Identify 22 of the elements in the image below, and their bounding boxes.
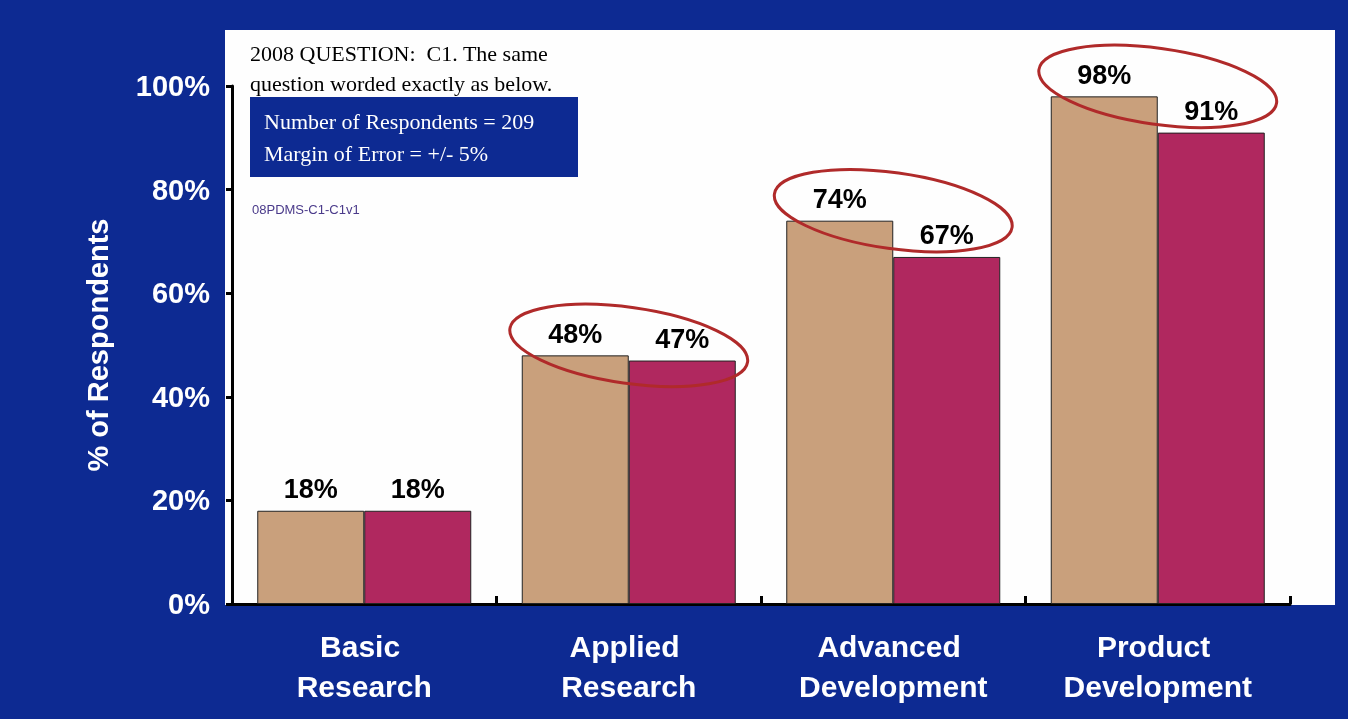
y-axis-title: % of Respondents — [81, 218, 114, 472]
x-tick-label: Applied Research — [561, 629, 697, 703]
annotation: 08PDMS-C1-C1v1 — [252, 202, 360, 217]
data-label: 18% — [283, 474, 338, 505]
x-tick-label: Advanced Development — [799, 629, 988, 703]
y-tick-label: 80% — [151, 173, 211, 206]
y-tick-label: 40% — [151, 380, 211, 413]
data-label: 74% — [812, 184, 867, 215]
y-tick-label: 0% — [168, 588, 211, 620]
y-tick-label: 100% — [135, 70, 211, 102]
data-label: 47% — [655, 324, 710, 355]
y-tick-label: 20% — [151, 484, 211, 517]
data-label: 18% — [390, 474, 445, 505]
data-label: 91% — [1184, 96, 1239, 127]
data-label: 48% — [548, 318, 603, 349]
x-tick-label: Product Development — [1063, 629, 1252, 703]
annotation: 2008 QUESTION: C1. The same question worded exactly as below. — [250, 40, 554, 96]
data-label: 67% — [919, 220, 974, 251]
annotation: Number of Respondents = 209 Margin of Error = +/- 5% — [264, 108, 540, 166]
x-tick-label: Basic Research — [296, 629, 432, 703]
y-tick-label: 60% — [151, 277, 211, 310]
data-label: 98% — [1077, 59, 1132, 90]
